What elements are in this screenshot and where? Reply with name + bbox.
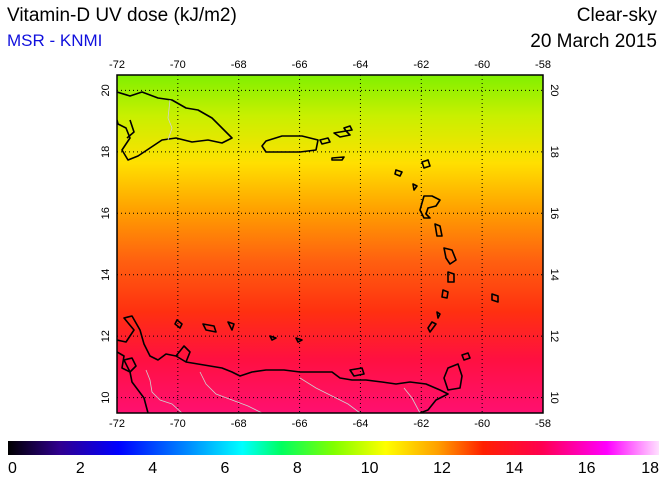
lon-tick-label: -58 [535, 59, 551, 71]
coast-south-america [117, 315, 449, 413]
coast-montserrat [412, 183, 418, 191]
coast-tobago [461, 352, 471, 361]
lat-tick-label: 20 [548, 84, 560, 96]
colorbar-label: 16 [578, 460, 596, 477]
colorbar-label: 0 [8, 460, 17, 477]
lon-tick-label: -72 [109, 418, 125, 430]
colorbar-label: 2 [76, 460, 85, 477]
coast-los-roques [269, 335, 303, 343]
coast-margarita [349, 367, 365, 377]
coast-aruba [174, 319, 183, 329]
lon-tick-label: -62 [413, 418, 429, 430]
lon-tick-label: -64 [352, 418, 368, 430]
coast-martinique [443, 247, 457, 265]
lon-tick-label: -68 [231, 418, 247, 430]
lon-tick-label: -66 [292, 59, 308, 71]
coast-st-kitts [394, 169, 403, 177]
lon-tick-label: -64 [352, 59, 368, 71]
lat-tick-label: 12 [548, 330, 560, 342]
country-borders [145, 99, 421, 413]
data-source-label: MSR - KNMI [7, 31, 103, 50]
date-label: 20 March 2015 [530, 31, 657, 52]
colorbar-label: 10 [361, 460, 379, 477]
coast-hispaniola-north [126, 119, 135, 139]
lon-tick-label: -68 [231, 59, 247, 71]
coast-bonaire [227, 321, 235, 331]
uv-dose-field [117, 75, 543, 413]
coast-st-lucia [447, 271, 455, 283]
lat-tick-label: 14 [100, 269, 112, 281]
lon-ticks-bottom: -72 -70 -68 -66 -64 -62 -60 -58 [109, 418, 551, 430]
colorbar-label: 18 [641, 460, 659, 477]
coast-hispaniola [117, 91, 233, 161]
coast-paraguana [175, 345, 191, 363]
lon-ticks-top: -72 -70 -68 -66 -64 -62 -60 -58 [109, 59, 551, 71]
graticule [117, 75, 543, 413]
lat-ticks-left: 10 12 14 16 18 20 [100, 84, 112, 404]
lat-tick-label: 16 [100, 207, 112, 219]
lon-tick-label: -70 [170, 418, 186, 430]
lon-tick-label: -60 [474, 59, 490, 71]
coast-trinidad [443, 363, 463, 391]
sky-condition-label: Clear-sky [576, 5, 657, 26]
colorbar-label: 14 [505, 460, 523, 477]
map-title: Vitamin-D UV dose (kJ/m2) [7, 5, 237, 26]
lat-tick-label: 10 [548, 392, 560, 404]
coast-virgin-islands [331, 130, 351, 161]
colorbar [8, 441, 659, 455]
map-frame [116, 74, 544, 414]
colorbar-label: 4 [148, 460, 157, 477]
lat-tick-label: 20 [100, 84, 112, 96]
coast-puerto-rico [261, 135, 319, 153]
coast-barbados [491, 293, 499, 303]
coast-vieques [319, 137, 331, 145]
colorbar-label: 6 [221, 460, 230, 477]
coast-maracaibo-lake [123, 357, 137, 373]
colorbar-label: 8 [293, 460, 302, 477]
lat-ticks-right: 10 12 14 16 18 20 [548, 84, 560, 404]
lon-tick-label: -60 [474, 418, 490, 430]
coast-guadeloupe [419, 195, 441, 219]
coast-grenadines [427, 311, 441, 333]
coast-dominica [434, 223, 443, 237]
coast-antigua [421, 159, 431, 169]
lat-tick-label: 18 [100, 146, 112, 158]
lon-tick-label: -58 [535, 418, 551, 430]
coast-curacao [202, 323, 217, 333]
lon-tick-label: -62 [413, 59, 429, 71]
colorbar-label: 12 [433, 460, 451, 477]
coastlines [117, 91, 499, 413]
lat-tick-label: 10 [100, 392, 112, 404]
colorbar-labels: 0 2 4 6 8 10 12 14 16 18 [8, 460, 659, 477]
lon-tick-label: -72 [109, 59, 125, 71]
coast-anguilla [343, 125, 353, 132]
lat-tick-label: 12 [100, 330, 112, 342]
lat-tick-label: 14 [548, 269, 560, 281]
lat-tick-label: 16 [548, 207, 560, 219]
lat-tick-label: 18 [548, 146, 560, 158]
coast-st-vincent [441, 289, 449, 299]
lon-tick-label: -70 [170, 59, 186, 71]
lon-tick-label: -66 [292, 418, 308, 430]
